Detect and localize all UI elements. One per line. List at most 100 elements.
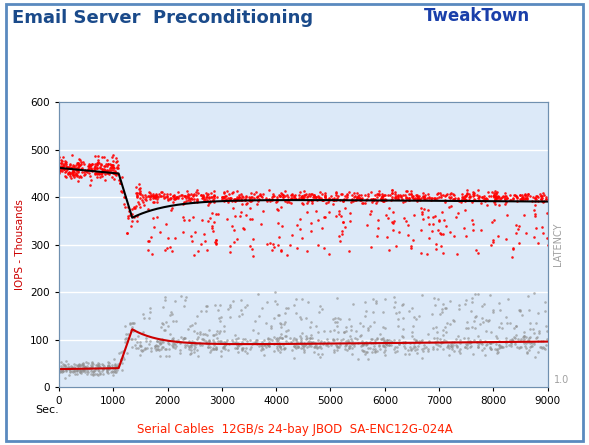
Point [127, 336, 137, 343]
Point [412, 198, 422, 205]
Point [72, 159, 82, 166]
Point [209, 332, 219, 339]
Point [58, 163, 67, 170]
Point [300, 342, 309, 349]
Point [329, 200, 338, 207]
Point [504, 342, 514, 349]
Point [362, 221, 371, 228]
Point [75, 363, 85, 370]
Point [391, 348, 400, 355]
Point [152, 190, 161, 198]
Point [262, 340, 272, 348]
Point [408, 345, 418, 352]
Point [324, 197, 333, 204]
Point [117, 174, 127, 181]
Point [314, 308, 323, 315]
Point [163, 196, 173, 203]
Point [533, 309, 542, 316]
Point [207, 346, 216, 353]
Point [55, 366, 64, 373]
Point [359, 322, 368, 329]
Point [431, 195, 440, 202]
Point [376, 196, 386, 203]
Point [211, 236, 221, 243]
Point [330, 197, 339, 204]
Point [198, 331, 208, 338]
Point [65, 164, 74, 171]
Point [141, 196, 150, 203]
Point [379, 334, 388, 341]
Point [490, 195, 499, 202]
Point [514, 239, 524, 246]
Point [78, 366, 88, 373]
Point [200, 238, 210, 245]
Point [429, 324, 438, 332]
Point [385, 336, 394, 344]
Point [506, 338, 515, 345]
Point [524, 339, 533, 346]
Point [349, 197, 358, 204]
Point [129, 205, 138, 212]
Point [320, 193, 330, 200]
Point [64, 170, 73, 177]
Point [491, 196, 500, 203]
Point [90, 364, 100, 372]
Point [284, 199, 293, 206]
Point [508, 337, 518, 344]
Point [444, 351, 454, 358]
Point [98, 364, 107, 372]
Point [148, 214, 158, 221]
Point [167, 204, 177, 211]
Point [216, 301, 225, 308]
Point [234, 194, 244, 201]
Point [207, 222, 217, 230]
Point [360, 299, 370, 306]
Point [332, 341, 341, 348]
Point [73, 363, 82, 370]
Point [234, 340, 243, 347]
Point [208, 227, 217, 234]
Point [103, 169, 112, 176]
Point [155, 228, 164, 235]
Point [234, 342, 244, 349]
Point [292, 339, 302, 346]
Point [519, 212, 529, 219]
Point [241, 195, 250, 202]
Point [455, 302, 464, 309]
Point [264, 186, 273, 193]
Point [439, 337, 449, 344]
Point [382, 211, 391, 218]
Point [305, 340, 314, 348]
Point [409, 336, 419, 343]
Point [135, 184, 145, 191]
Point [190, 228, 200, 235]
Point [340, 193, 350, 200]
Point [117, 367, 126, 374]
Point [61, 367, 71, 374]
Point [64, 170, 73, 177]
Point [391, 243, 401, 250]
Point [525, 335, 534, 342]
Point [117, 188, 127, 195]
Point [228, 338, 237, 345]
Point [111, 360, 120, 367]
Point [489, 192, 499, 199]
Point [429, 220, 438, 227]
Point [465, 194, 475, 201]
Point [524, 346, 534, 353]
Point [394, 341, 403, 348]
Point [67, 367, 77, 374]
Point [296, 334, 305, 341]
Point [161, 194, 170, 201]
Point [397, 196, 406, 203]
Point [140, 201, 149, 208]
Point [105, 360, 114, 367]
Point [308, 339, 317, 346]
Point [88, 370, 97, 377]
Point [193, 347, 202, 354]
Point [347, 326, 356, 333]
Point [231, 196, 240, 203]
Point [462, 190, 472, 197]
Point [104, 363, 113, 370]
Point [74, 361, 83, 368]
